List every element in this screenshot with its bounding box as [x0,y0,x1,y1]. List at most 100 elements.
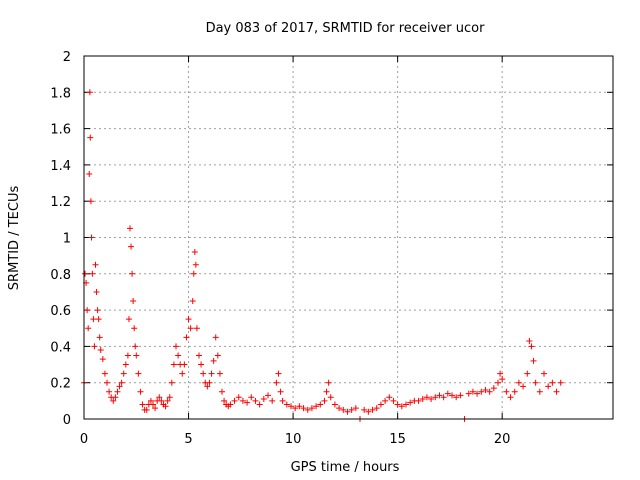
data-point [191,249,198,256]
y-tick-label: 1.4 [50,159,71,174]
data-point [528,343,535,350]
data-point [175,352,182,359]
data-point [210,357,217,364]
x-tick-label: 15 [389,432,406,447]
data-point [283,401,290,408]
data-point [95,316,102,323]
data-point [206,379,213,386]
data-point [248,394,255,401]
data-point [97,347,104,354]
data-point [118,379,125,386]
data-point [130,298,137,305]
data-point [200,370,207,377]
data-point [135,370,142,377]
data-point [377,401,384,408]
data-point [296,403,303,410]
data-point [308,405,315,412]
data-point [127,225,133,232]
data-point [168,379,175,386]
data-point [131,325,138,332]
data-point [147,397,154,404]
data-point [440,394,447,401]
data-point [227,401,234,408]
data-point [183,334,190,341]
data-point [398,403,405,410]
data-point [394,401,401,408]
data-point [216,370,223,377]
data-point [88,234,95,241]
data-point [84,307,91,314]
data-point [104,379,110,386]
data-point [415,397,422,404]
data-point [128,243,135,250]
data-point [106,388,113,395]
data-point [419,396,426,403]
data-point [465,390,472,397]
data-point [390,397,397,404]
data-point [553,388,560,395]
data-point [235,394,242,401]
data-point [348,406,355,413]
data-point [143,406,150,413]
data-point [256,401,263,408]
data-point [92,261,99,268]
data-point [96,334,103,341]
data-point [86,170,93,177]
data-point [114,388,121,395]
data-point [152,405,159,412]
data-point [478,388,485,395]
data-point [162,403,169,410]
data-point [530,357,537,364]
data-point [208,370,215,377]
y-tick-label: 0 [63,413,71,428]
data-point [515,379,522,386]
data-point [190,270,197,277]
data-point [495,379,501,386]
y-tick-label: 0.8 [50,268,71,283]
data-point [503,388,510,395]
data-point [526,337,533,344]
data-point [386,394,393,401]
data-point [482,386,489,393]
data-points [81,89,564,422]
data-point [536,388,543,395]
data-point [317,401,324,408]
data-point [219,388,225,395]
data-point [110,397,117,404]
data-point [94,307,101,314]
data-point [277,388,284,395]
x-tick-label: 10 [285,432,302,447]
data-point [292,405,299,412]
data-point [221,397,228,404]
data-point [189,298,196,305]
x-tick-label: 0 [80,432,88,447]
data-point [120,370,127,377]
data-point [541,370,547,377]
data-point [166,394,173,401]
data-point [91,343,98,350]
data-point [520,383,527,390]
data-point [150,401,156,408]
data-point [192,261,199,268]
data-point [474,390,481,397]
data-point [139,401,146,408]
y-tick-labels: 0 0.2 0.4 0.6 0.8 1 1.2 1.4 1.6 1.8 2 [50,50,71,428]
data-point [549,379,556,386]
data-point [173,343,179,350]
data-point [336,405,343,412]
data-point [86,89,93,96]
data-point [499,376,506,383]
data-point [449,392,455,399]
data-point [252,397,259,404]
plot-frame [83,55,614,420]
data-point [122,361,129,368]
data-point [344,408,351,415]
data-point [407,399,414,406]
data-point [545,383,552,390]
y-tick-label: 0.4 [50,340,71,355]
axis-ticks [83,55,613,420]
data-point [403,401,409,408]
data-point [124,352,131,359]
x-axis-label: GPS time / hours [291,460,400,475]
